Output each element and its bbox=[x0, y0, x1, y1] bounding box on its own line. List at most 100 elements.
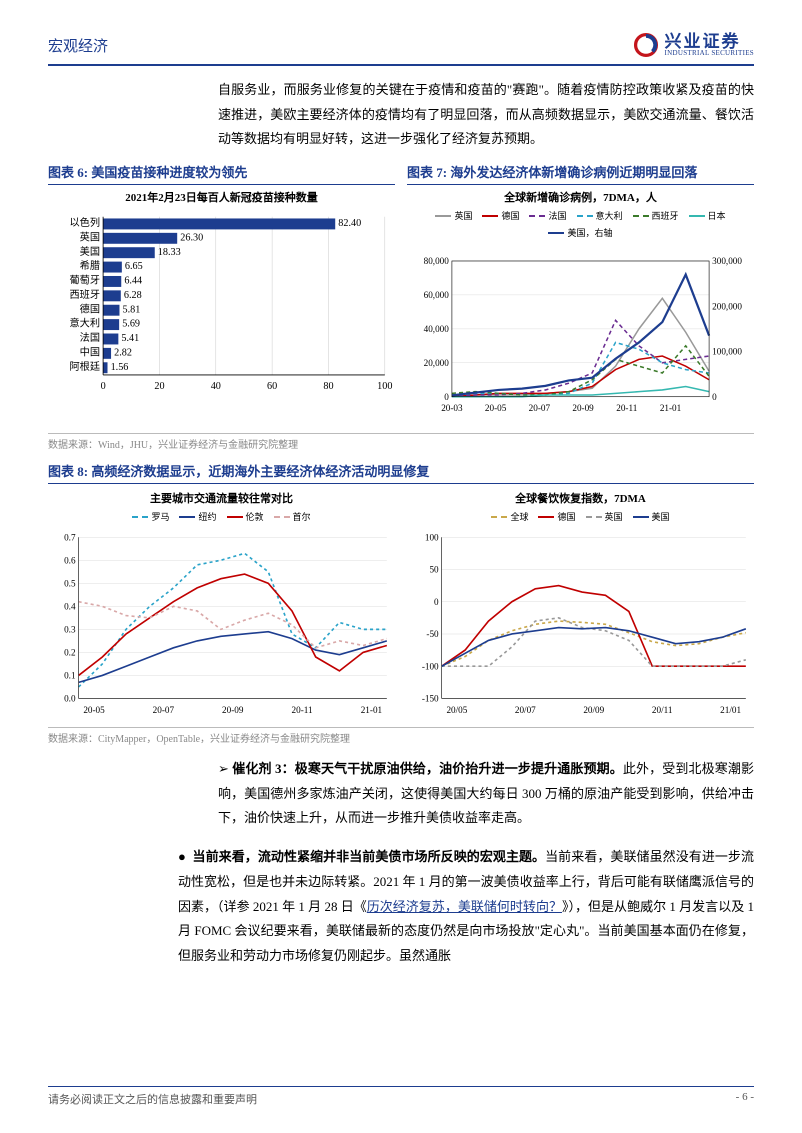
svg-text:0.1: 0.1 bbox=[64, 671, 76, 681]
catalyst-3-lead: 催化剂 3：极寒天气干扰原油供给，油价抬升进一步提升通胀预期。 bbox=[232, 761, 623, 776]
liquidity-lead: 当前来看，流动性紧缩并非当前美债市场所反映的宏观主题。 bbox=[193, 849, 546, 864]
arrow-icon: ➢ bbox=[218, 761, 229, 776]
svg-text:20/11: 20/11 bbox=[652, 705, 673, 715]
svg-text:0.2: 0.2 bbox=[64, 648, 76, 658]
brand-name-cn: 兴业证券 bbox=[665, 33, 754, 50]
svg-text:20/07: 20/07 bbox=[515, 705, 536, 715]
svg-text:0.6: 0.6 bbox=[64, 555, 76, 565]
chart8-right-title: 全球餐饮恢复指数，7DMA bbox=[407, 490, 754, 506]
svg-text:-100: -100 bbox=[422, 661, 439, 671]
svg-text:80: 80 bbox=[323, 381, 333, 392]
svg-text:阿根廷: 阿根廷 bbox=[69, 360, 100, 373]
svg-text:21-01: 21-01 bbox=[361, 705, 383, 715]
report-link[interactable]: 历次经济复苏，美联储何时转向？ bbox=[367, 899, 562, 914]
svg-text:21-01: 21-01 bbox=[660, 403, 682, 413]
svg-text:0.3: 0.3 bbox=[64, 624, 76, 634]
svg-text:20-05: 20-05 bbox=[485, 403, 507, 413]
svg-text:60: 60 bbox=[267, 381, 277, 392]
svg-text:0.0: 0.0 bbox=[64, 694, 76, 704]
svg-text:20-03: 20-03 bbox=[441, 403, 463, 413]
svg-text:21/01: 21/01 bbox=[720, 705, 741, 715]
svg-text:100: 100 bbox=[377, 381, 392, 392]
svg-text:中国: 中国 bbox=[80, 346, 100, 359]
chart7-line: 0 20,000 40,000 60,000 80,000 0 100,000 200,000… bbox=[407, 241, 754, 431]
svg-text:意大利: 意大利 bbox=[69, 317, 100, 330]
intro-paragraph: 自服务业，而服务业修复的关键在于疫情和疫苗的"赛跑"。随着疫情防控政策收紧及疫苗… bbox=[218, 78, 754, 152]
catalyst-3-para: ➢ 催化剂 3：极寒天气干扰原油供给，油价抬升进一步提升通胀预期。此外，受到北极… bbox=[218, 757, 754, 831]
chart6-bar: 0 20 40 60 80 100 以色列 82.40 英国 26.30 美国 18.33 希腊 6.65… bbox=[48, 209, 395, 399]
chart6-title: 图表 6: 美国疫苗接种进度较为领先 bbox=[48, 162, 395, 185]
disclaimer-text: 请务必阅读正文之后的信息披露和重要声明 bbox=[48, 1091, 257, 1107]
svg-text:-50: -50 bbox=[426, 629, 439, 639]
chart7-title: 图表 7: 海外发达经济体新增确诊病例近期明显回落 bbox=[407, 162, 754, 185]
chart7-inner-title: 全球新增确诊病例，7DMA，人 bbox=[407, 189, 754, 205]
svg-text:100: 100 bbox=[425, 532, 439, 542]
svg-text:5.81: 5.81 bbox=[123, 304, 141, 315]
svg-text:0: 0 bbox=[434, 597, 439, 607]
svg-text:1.56: 1.56 bbox=[111, 362, 129, 373]
page-number: - 6 - bbox=[736, 1091, 754, 1107]
svg-text:60,000: 60,000 bbox=[424, 290, 450, 300]
svg-text:2.82: 2.82 bbox=[114, 348, 132, 359]
svg-text:0.4: 0.4 bbox=[64, 601, 76, 611]
svg-text:80,000: 80,000 bbox=[424, 256, 450, 266]
svg-text:18.33: 18.33 bbox=[158, 247, 181, 258]
svg-text:6.65: 6.65 bbox=[125, 261, 143, 272]
chart8-right-legend: 全球德国英国美国 bbox=[407, 510, 754, 523]
svg-text:200,000: 200,000 bbox=[712, 301, 742, 311]
chart8-title: 图表 8: 高频经济数据显示，近期海外主要经济体经济活动明显修复 bbox=[48, 461, 754, 484]
svg-text:20-07: 20-07 bbox=[153, 705, 175, 715]
svg-text:26.30: 26.30 bbox=[180, 233, 203, 244]
svg-text:82.40: 82.40 bbox=[338, 218, 361, 229]
svg-text:20,000: 20,000 bbox=[424, 358, 450, 368]
svg-text:西班牙: 西班牙 bbox=[69, 289, 100, 301]
svg-text:6.44: 6.44 bbox=[124, 276, 142, 287]
svg-text:0.7: 0.7 bbox=[64, 532, 76, 542]
svg-text:葡萄牙: 葡萄牙 bbox=[69, 274, 100, 287]
svg-text:20/05: 20/05 bbox=[446, 705, 467, 715]
chart6-inner-title: 2021年2月23日每百人新冠疫苗接种数量 bbox=[48, 189, 395, 205]
svg-text:20: 20 bbox=[154, 381, 164, 392]
svg-text:20-11: 20-11 bbox=[292, 705, 313, 715]
svg-text:英国: 英国 bbox=[80, 231, 100, 244]
chart8-source: 数据来源：CityMapper，OpenTable，兴业证券经济与金融研究院整理 bbox=[48, 727, 754, 745]
svg-text:0.5: 0.5 bbox=[64, 578, 76, 588]
brand-name-en: INDUSTRIAL SECURITIES bbox=[665, 50, 754, 57]
svg-text:40: 40 bbox=[211, 381, 221, 392]
svg-text:法国: 法国 bbox=[80, 331, 100, 344]
logo-icon bbox=[633, 32, 659, 58]
svg-text:美国: 美国 bbox=[80, 245, 100, 258]
svg-text:-150: -150 bbox=[422, 694, 439, 704]
svg-text:20-09: 20-09 bbox=[222, 705, 244, 715]
bullet-dot-icon: ● bbox=[178, 849, 186, 864]
svg-text:0: 0 bbox=[101, 381, 106, 392]
svg-text:5.41: 5.41 bbox=[121, 333, 139, 344]
chart7-legend: 英国德国法国意大利西班牙日本美国，右轴 bbox=[407, 209, 754, 239]
svg-text:以色列: 以色列 bbox=[69, 216, 100, 229]
svg-text:20/09: 20/09 bbox=[583, 705, 604, 715]
brand-logo: 兴业证券 INDUSTRIAL SECURITIES bbox=[633, 32, 754, 58]
chart67-source: 数据来源：Wind，JHU，兴业证券经济与金融研究院整理 bbox=[48, 433, 754, 451]
svg-text:希腊: 希腊 bbox=[80, 259, 100, 272]
svg-text:德国: 德国 bbox=[80, 302, 100, 315]
svg-text:20-07: 20-07 bbox=[529, 403, 551, 413]
svg-text:0: 0 bbox=[712, 392, 717, 402]
svg-text:50: 50 bbox=[429, 565, 439, 575]
svg-text:0: 0 bbox=[444, 392, 449, 402]
svg-text:5.69: 5.69 bbox=[122, 319, 140, 330]
svg-text:20-11: 20-11 bbox=[616, 403, 637, 413]
chart8-left-line: 0.0 0.1 0.2 0.3 0.4 0.5 0.6 0.7 20-05 20-07 20-09 2… bbox=[48, 525, 395, 725]
page-header: 宏观经济 兴业证券 INDUSTRIAL SECURITIES bbox=[48, 32, 754, 66]
svg-text:6.28: 6.28 bbox=[124, 290, 142, 301]
chart8-left-title: 主要城市交通流量较往常对比 bbox=[48, 490, 395, 506]
svg-text:20-09: 20-09 bbox=[572, 403, 594, 413]
liquidity-para: ● 当前来看，流动性紧缩并非当前美债市场所反映的宏观主题。当前来看，美联储虽然没… bbox=[178, 845, 754, 968]
svg-text:100,000: 100,000 bbox=[712, 347, 742, 357]
page-footer: 请务必阅读正文之后的信息披露和重要声明 - 6 - bbox=[48, 1086, 754, 1107]
svg-text:300,000: 300,000 bbox=[712, 256, 742, 266]
svg-text:40,000: 40,000 bbox=[424, 324, 450, 334]
svg-text:20-05: 20-05 bbox=[83, 705, 105, 715]
chart8-left-legend: 罗马纽约伦敦首尔 bbox=[48, 510, 395, 523]
category-label: 宏观经济 bbox=[48, 35, 108, 56]
chart8-right-line: -150 -100 -50 0 50 100 20/05 20/07 20/09 20/11 21/… bbox=[407, 525, 754, 725]
